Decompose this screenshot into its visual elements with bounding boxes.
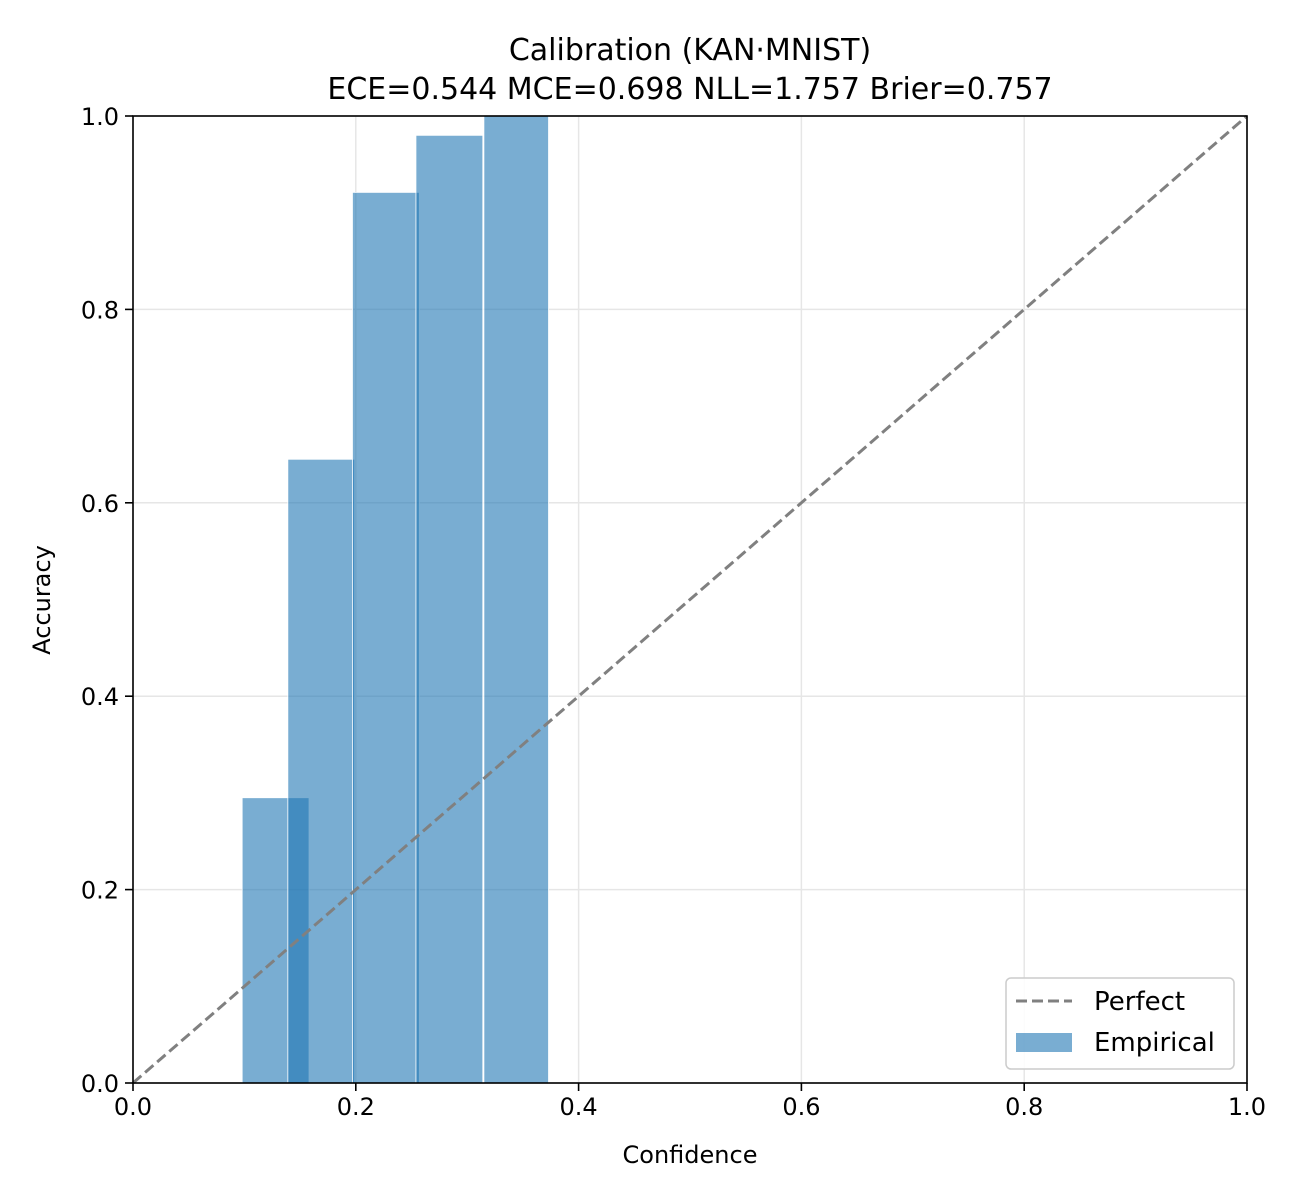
- line-group: [132, 114, 1248, 1085]
- chart-subtitle: ECE=0.544 MCE=0.698 NLL=1.757 Brier=0.75…: [327, 72, 1052, 107]
- plot-frame: [132, 115, 1248, 1084]
- legend-empirical-swatch: [1016, 1033, 1072, 1052]
- chart-title: Calibration (KAN·MNIST): [509, 33, 871, 68]
- x-tick-label: 0.2: [337, 1093, 375, 1121]
- x-axis-label: Confidence: [623, 1141, 758, 1169]
- perfect-calibration-line: [132, 114, 1248, 1085]
- empirical-bar: [352, 191, 420, 1084]
- axis-ticks: 0.0 0.2 0.4 0.6 0.8 1.0 0.0 0.2 0.4 0.6 0.8 1.0: [81, 103, 1266, 1121]
- x-tick-label: 0.8: [1005, 1093, 1043, 1121]
- legend-perfect-label: Perfect: [1094, 987, 1185, 1017]
- y-tick-label: 0.2: [81, 877, 119, 905]
- x-tick-label: 0.0: [114, 1093, 152, 1121]
- y-axis-label: Accuracy: [28, 545, 56, 655]
- legend: Perfect Empirical: [1005, 977, 1235, 1070]
- y-tick-label: 1.0: [81, 103, 119, 131]
- empirical-bar: [483, 115, 549, 1084]
- empirical-bar: [415, 134, 484, 1084]
- legend-empirical-label: Empirical: [1094, 1028, 1215, 1058]
- x-tick-label: 1.0: [1228, 1093, 1266, 1121]
- y-tick-label: 0.4: [81, 683, 119, 711]
- y-tick-label: 0.8: [81, 296, 119, 324]
- y-tick-label: 0.6: [81, 490, 119, 518]
- x-tick-label: 0.6: [782, 1093, 820, 1121]
- x-tick-label: 0.4: [560, 1093, 598, 1121]
- empirical-bar: [287, 458, 356, 1084]
- y-tick-label: 0.0: [81, 1070, 119, 1098]
